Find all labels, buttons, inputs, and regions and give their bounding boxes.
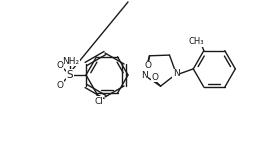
Text: Cl: Cl xyxy=(94,97,103,106)
Text: N: N xyxy=(141,70,147,80)
Text: S: S xyxy=(67,70,73,80)
Text: O: O xyxy=(56,60,63,69)
Text: CH₃: CH₃ xyxy=(188,37,204,46)
Text: NH₂: NH₂ xyxy=(62,56,80,65)
Text: N: N xyxy=(173,69,180,78)
Text: O: O xyxy=(144,61,151,70)
Text: O: O xyxy=(151,73,158,82)
Text: O: O xyxy=(56,81,63,90)
